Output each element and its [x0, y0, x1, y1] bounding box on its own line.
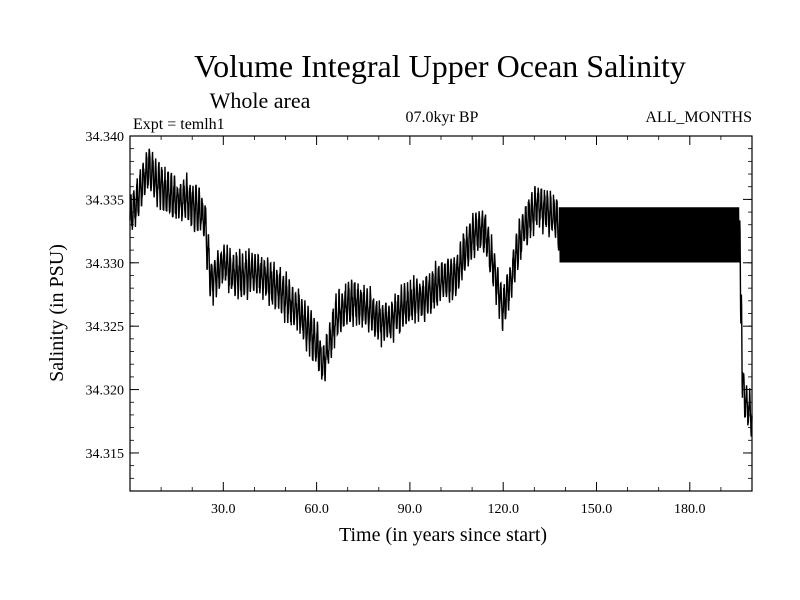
y-tick-label: 34.315: [86, 447, 125, 462]
y-axis-label: Salinity (in PSU): [46, 244, 68, 382]
y-tick-label: 34.340: [86, 130, 125, 145]
y-axis: 34.315 34.320 34.325 34.330 34.335 34.340: [86, 130, 752, 479]
x-axis-label: Time (in years since start): [339, 524, 547, 546]
x-tick-label: 30.0: [211, 502, 236, 517]
x-tick-label: 180.0: [674, 502, 706, 517]
y-tick-label: 34.335: [86, 193, 125, 208]
salinity-series-line: [129, 148, 753, 437]
y-tick-label: 34.320: [86, 384, 125, 399]
chart-subtitle: Whole area: [210, 88, 311, 113]
x-tick-label: 60.0: [304, 502, 329, 517]
plot-frame: [129, 135, 753, 492]
chart-title: Volume Integral Upper Ocean Salinity: [194, 48, 686, 84]
period-label: 07.0kyr BP: [406, 109, 479, 126]
x-axis: 30.0 60.0 90.0 120.0 150.0 180.0: [160, 136, 722, 517]
y-tick-label: 34.325: [86, 320, 125, 335]
x-tick-label: 120.0: [487, 502, 519, 517]
x-tick-label: 150.0: [581, 502, 613, 517]
experiment-label: Expt = temlh1: [133, 116, 225, 133]
x-tick-label: 90.0: [398, 502, 423, 517]
y-tick-label: 34.330: [86, 257, 125, 272]
series-layer: [129, 148, 753, 437]
months-label: ALL_MONTHS: [645, 109, 752, 126]
